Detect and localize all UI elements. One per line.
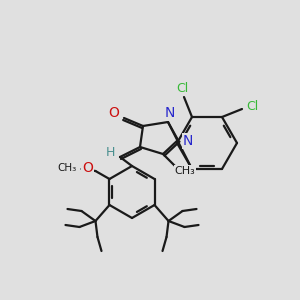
Text: N: N <box>165 106 175 120</box>
Text: N: N <box>183 134 193 148</box>
Text: H: H <box>105 146 115 160</box>
Text: Cl: Cl <box>176 82 188 94</box>
Text: CH₃: CH₃ <box>58 163 77 173</box>
Text: O: O <box>109 106 119 120</box>
Text: O: O <box>82 161 93 175</box>
Text: Cl: Cl <box>246 100 258 112</box>
Text: CH₃: CH₃ <box>175 166 195 176</box>
